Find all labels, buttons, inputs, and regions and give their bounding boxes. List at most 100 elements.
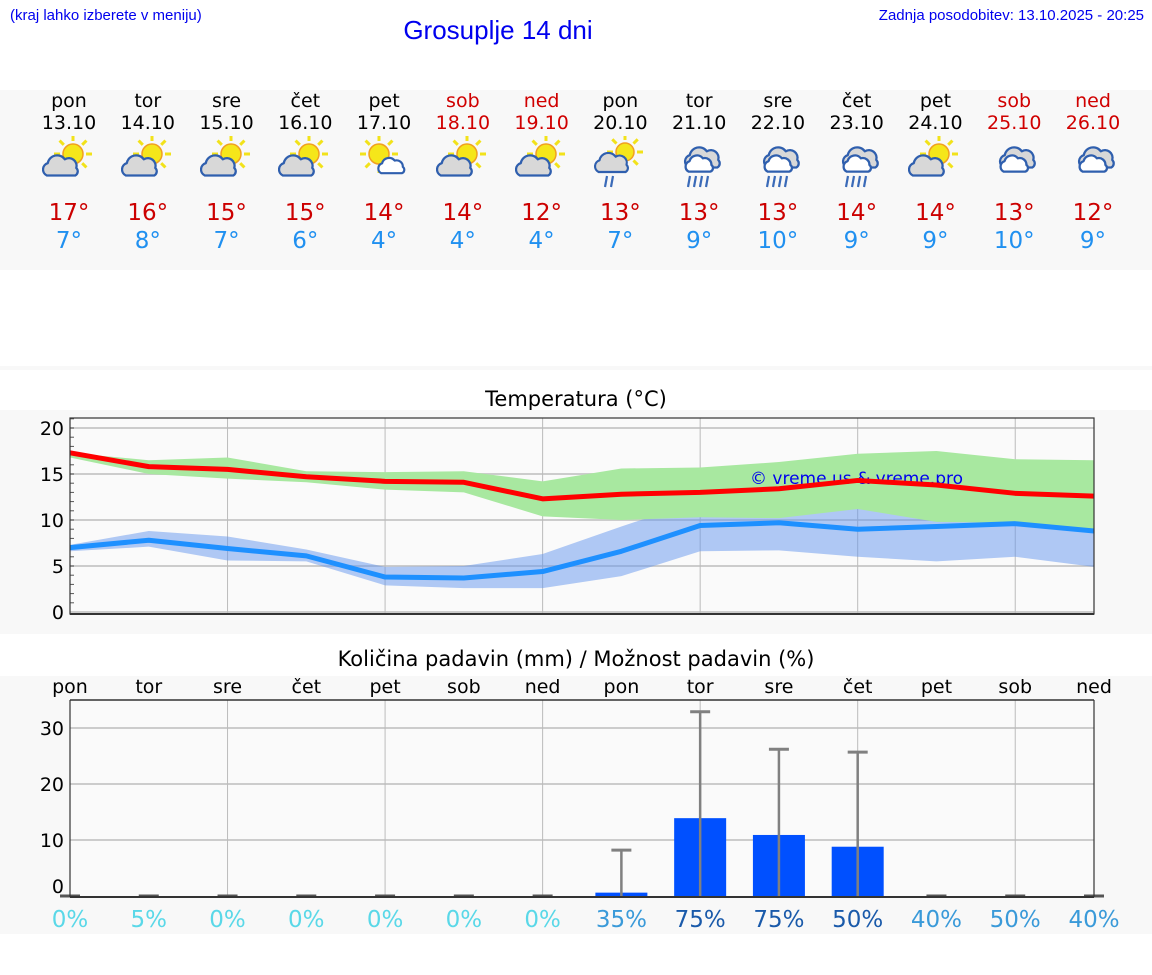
partly-cloudy-icon	[266, 135, 344, 192]
max-temp: 14°	[836, 200, 878, 226]
probability-label: 5%	[131, 907, 168, 933]
forecast-day: ned 26.10 12° 9°	[1054, 90, 1132, 255]
y-tick-label: 10	[40, 830, 64, 852]
max-temp: 13°	[757, 200, 799, 226]
y-tick-label: 0	[52, 876, 64, 898]
day-date: 22.10	[750, 112, 806, 134]
day-label: pon	[604, 676, 640, 698]
day-label: pet	[369, 676, 400, 698]
min-temp: 10°	[757, 228, 799, 254]
forecast-day: pet 24.10 14° 9°	[896, 90, 974, 255]
forecast-day: tor 14.10 16° 8°	[109, 90, 187, 255]
probability-label: 0%	[367, 907, 404, 933]
min-temp: 4°	[528, 228, 555, 254]
day-label: ned	[1076, 676, 1112, 698]
y-tick-label: 15	[40, 464, 64, 486]
day-name: sob	[997, 90, 1032, 112]
y-tick-label: 20	[40, 418, 64, 440]
min-temp: 7°	[607, 228, 634, 254]
min-temp: 9°	[843, 228, 870, 254]
max-temp: 17°	[48, 200, 90, 226]
max-temp: 15°	[206, 200, 247, 226]
precipitation-chart: pon tor sre čet pet sob ned pon tor sre čet pet sob n…	[0, 676, 1152, 934]
day-date: 23.10	[829, 112, 884, 134]
day-label: sre	[213, 676, 242, 698]
max-temp: 14°	[363, 200, 405, 226]
day-date: 14.10	[120, 112, 175, 134]
max-temp: 15°	[284, 200, 326, 226]
min-temp: 9°	[1079, 228, 1107, 254]
forecast-day: sob 18.10 14° 4°	[424, 90, 502, 255]
line-min	[69, 520, 1095, 581]
day-label: pon	[52, 676, 88, 698]
day-date: 16.10	[278, 112, 333, 134]
temperature-chart: 0 5 10 15 20 © vreme.us & vreme.pro	[0, 410, 1152, 634]
probability-label: 40%	[1068, 907, 1119, 933]
day-date: 19.10	[514, 112, 569, 134]
probability-label: 0%	[524, 907, 561, 933]
day-label: čet	[843, 676, 873, 698]
cloudy-icon	[975, 136, 1053, 192]
divider	[0, 366, 1152, 370]
cloudy-icon	[1054, 136, 1132, 192]
day-label: čet	[292, 676, 322, 698]
location-menu-hint: (kraj lahko izberete v meniju)	[10, 7, 202, 24]
probability-label: 50%	[990, 907, 1041, 933]
max-temp: 14°	[915, 200, 956, 226]
day-date: 26.10	[1065, 112, 1121, 134]
probability-label: 75%	[753, 907, 804, 933]
forecast-day: tor 21.10 13° 9°	[660, 90, 738, 255]
day-date: 18.10	[435, 112, 491, 134]
precipitation-chart-title: Količina padavin (mm) / Možnost padavin …	[337, 647, 815, 671]
probability-label: 40%	[911, 907, 962, 933]
max-temp: 16°	[127, 200, 169, 226]
day-name: tor	[685, 90, 713, 112]
forecast-day: sre 15.10 15° 7°	[188, 90, 266, 255]
partly-cloudy-rain-icon	[581, 134, 659, 192]
day-name: tor	[134, 90, 162, 112]
max-temp: 13°	[599, 200, 641, 226]
temperature-chart-title: Temperatura (°C)	[485, 387, 667, 411]
forecast-day: sob 25.10 13° 10°	[975, 90, 1053, 255]
min-temp: 6°	[292, 228, 319, 254]
cloudy-rain-icon	[739, 136, 817, 192]
probability-label: 0%	[446, 907, 483, 933]
min-temp: 9°	[686, 228, 713, 254]
probability-label: 35%	[596, 907, 647, 933]
max-temp: 13°	[678, 200, 720, 226]
precipitation-chart-svg: pon tor sre čet pet sob ned pon tor sre čet pet sob n…	[40, 676, 1120, 933]
day-date: 24.10	[908, 112, 963, 134]
min-temp: 4°	[370, 228, 398, 254]
day-name: sob	[446, 90, 480, 112]
min-temp: 8°	[134, 228, 161, 254]
day-label: sre	[764, 676, 793, 698]
cloudy-rain-icon	[660, 136, 738, 192]
cloudy-rain-icon	[818, 136, 896, 192]
day-label: tor	[687, 676, 714, 698]
day-date: 25.10	[987, 112, 1042, 134]
day-name: čet	[290, 90, 321, 112]
day-date: 21.10	[671, 112, 727, 134]
forecast-day: pon 20.10 13° 7°	[581, 90, 659, 255]
probability-label: 0%	[288, 907, 325, 933]
day-name: pet	[368, 90, 400, 112]
day-name: pon	[51, 90, 87, 112]
day-label: pet	[921, 676, 952, 698]
max-temp: 12°	[521, 200, 562, 226]
probability-label: 0%	[209, 907, 246, 933]
min-temp: 9°	[922, 228, 949, 254]
min-temp: 10°	[993, 228, 1035, 254]
line-max	[69, 450, 1095, 502]
day-date: 13.10	[41, 112, 97, 134]
partly-cloudy-icon	[30, 135, 108, 192]
y-tick-label: 20	[40, 774, 64, 796]
sun-small-cloud-icon	[345, 135, 423, 192]
min-temp: 4°	[449, 228, 476, 254]
y-tick-label: 10	[40, 510, 64, 532]
partly-cloudy-icon	[503, 135, 581, 192]
probability-label: 50%	[832, 907, 883, 933]
y-tick-label: 5	[52, 556, 64, 578]
day-name: sre	[763, 90, 793, 112]
forecast-day: čet 23.10 14° 9°	[818, 90, 896, 255]
forecast-strip: pon 13.10 17° 7° tor 14.10 16° 8° sre 15.1…	[0, 90, 1152, 270]
